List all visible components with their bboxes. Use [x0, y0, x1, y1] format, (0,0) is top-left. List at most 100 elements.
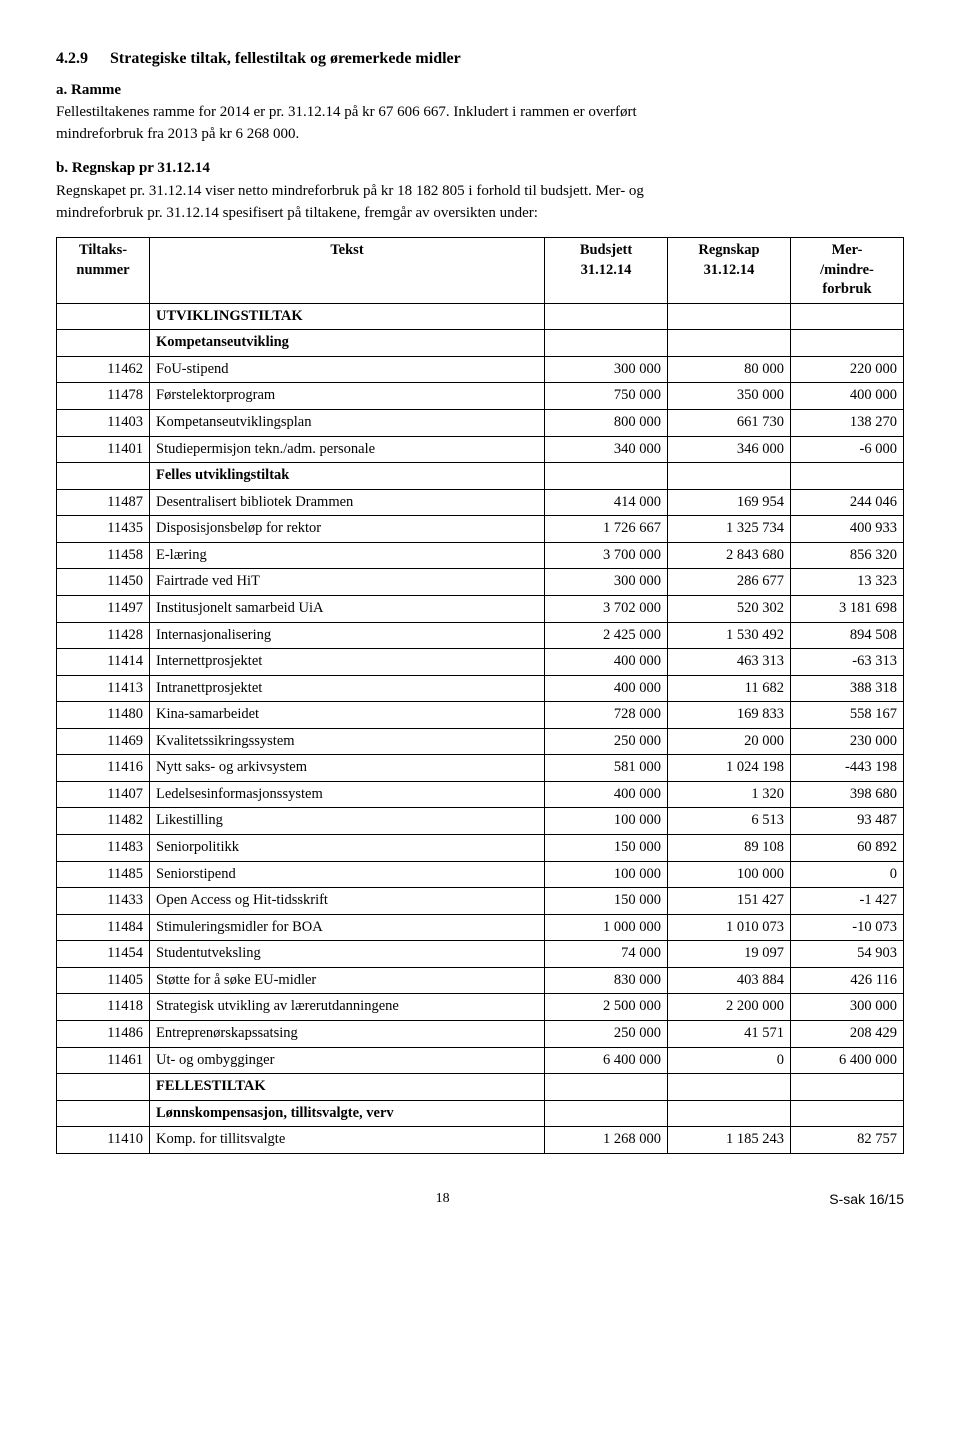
cell-budsjett: 74 000 — [545, 941, 668, 968]
cell-regnskap: 1 530 492 — [668, 622, 791, 649]
table-row: 11454Studentutveksling74 00019 09754 903 — [57, 941, 904, 968]
cell-code: 11407 — [57, 781, 150, 808]
col-regnskap: Regnskap31.12.14 — [668, 238, 791, 304]
cell-tekst: Førstelektorprogram — [150, 383, 545, 410]
cell-code: 11480 — [57, 702, 150, 729]
cell-tekst: Studiepermisjon tekn./adm. personale — [150, 436, 545, 463]
cell-code: 11487 — [57, 489, 150, 516]
cell-code: 11433 — [57, 888, 150, 915]
cell-mer: 208 429 — [791, 1020, 904, 1047]
table-row: 11487Desentralisert bibliotek Drammen414… — [57, 489, 904, 516]
cell-regnskap: 6 513 — [668, 808, 791, 835]
cell-mer: 138 270 — [791, 410, 904, 437]
cell-mer — [791, 463, 904, 490]
section-heading: 4.2.9Strategiske tiltak, fellestiltak og… — [56, 48, 904, 70]
cell-tekst: Komp. for tillitsvalgte — [150, 1127, 545, 1154]
table-row: 11461Ut- og ombygginger6 400 00006 400 0… — [57, 1047, 904, 1074]
cell-mer: 398 680 — [791, 781, 904, 808]
page-number: 18 — [436, 1190, 450, 1209]
cell-budsjett: 1 000 000 — [545, 914, 668, 941]
cell-tekst: Desentralisert bibliotek Drammen — [150, 489, 545, 516]
part-a-line1: Fellestiltakenes ramme for 2014 er pr. 3… — [56, 102, 904, 122]
cell-tekst: Internettprosjektet — [150, 649, 545, 676]
table-row: 11407Ledelsesinformasjonssystem400 0001 … — [57, 781, 904, 808]
cell-regnskap — [668, 463, 791, 490]
cell-tekst: Ut- og ombygginger — [150, 1047, 545, 1074]
cell-budsjett: 1 268 000 — [545, 1127, 668, 1154]
cell-regnskap: 1 185 243 — [668, 1127, 791, 1154]
part-a-block: a. Ramme Fellestiltakenes ramme for 2014… — [56, 80, 904, 145]
table-row: 11497Institusjonelt samarbeid UiA3 702 0… — [57, 595, 904, 622]
table-row: 11483Seniorpolitikk150 00089 10860 892 — [57, 835, 904, 862]
cell-tekst: Kompetanseutviklingsplan — [150, 410, 545, 437]
table-row: FELLESTILTAK — [57, 1074, 904, 1101]
table-row: 11428Internasjonalisering2 425 0001 530 … — [57, 622, 904, 649]
table-row: 11433Open Access og Hit-tidsskrift150 00… — [57, 888, 904, 915]
cell-regnskap: 19 097 — [668, 941, 791, 968]
cell-mer: 60 892 — [791, 835, 904, 862]
cell-mer: 426 116 — [791, 967, 904, 994]
table-row: 11416Nytt saks- og arkivsystem581 0001 0… — [57, 755, 904, 782]
cell-code: 11403 — [57, 410, 150, 437]
cell-mer: -10 073 — [791, 914, 904, 941]
table-row: 11486Entreprenørskapssatsing250 00041 57… — [57, 1020, 904, 1047]
cell-tekst: Støtte for å søke EU-midler — [150, 967, 545, 994]
table-row: Kompetanseutvikling — [57, 330, 904, 357]
cell-budsjett: 800 000 — [545, 410, 668, 437]
cell-tekst: Kompetanseutvikling — [150, 330, 545, 357]
cell-code — [57, 303, 150, 330]
cell-mer: 856 320 — [791, 542, 904, 569]
cell-code: 11497 — [57, 595, 150, 622]
cell-regnskap: 463 313 — [668, 649, 791, 676]
cell-tekst: Studentutveksling — [150, 941, 545, 968]
table-row: 11403Kompetanseutviklingsplan800 000661 … — [57, 410, 904, 437]
cell-mer: 13 323 — [791, 569, 904, 596]
cell-tekst: Open Access og Hit-tidsskrift — [150, 888, 545, 915]
cell-code: 11435 — [57, 516, 150, 543]
cell-mer: 6 400 000 — [791, 1047, 904, 1074]
cell-regnskap: 100 000 — [668, 861, 791, 888]
cell-regnskap: 1 024 198 — [668, 755, 791, 782]
cell-budsjett: 250 000 — [545, 1020, 668, 1047]
cell-tekst: Lønnskompensasjon, tillitsvalgte, verv — [150, 1100, 545, 1127]
col-budsjett: Budsjett31.12.14 — [545, 238, 668, 304]
cell-tekst: E-læring — [150, 542, 545, 569]
cell-tekst: Stimuleringsmidler for BOA — [150, 914, 545, 941]
table-row: 11462FoU-stipend300 00080 000220 000 — [57, 356, 904, 383]
cell-budsjett: 3 700 000 — [545, 542, 668, 569]
cell-tekst: Seniorstipend — [150, 861, 545, 888]
cell-budsjett — [545, 330, 668, 357]
cell-regnskap — [668, 1100, 791, 1127]
cell-tekst: UTVIKLINGSTILTAK — [150, 303, 545, 330]
cell-mer — [791, 1100, 904, 1127]
table-row: 11414Internettprosjektet400 000463 313-6… — [57, 649, 904, 676]
table-row: 11485Seniorstipend100 000100 0000 — [57, 861, 904, 888]
cell-code: 11458 — [57, 542, 150, 569]
cell-tekst: Entreprenørskapssatsing — [150, 1020, 545, 1047]
cell-mer: -6 000 — [791, 436, 904, 463]
table-row: 11480Kina-samarbeidet728 000169 833558 1… — [57, 702, 904, 729]
table-row: 11418Strategisk utvikling av lærerutdann… — [57, 994, 904, 1021]
cell-budsjett: 300 000 — [545, 356, 668, 383]
cell-regnskap: 286 677 — [668, 569, 791, 596]
cell-code: 11405 — [57, 967, 150, 994]
cell-tekst: Likestilling — [150, 808, 545, 835]
col-mer-mindre: Mer-/mindre-forbruk — [791, 238, 904, 304]
cell-code: 11450 — [57, 569, 150, 596]
page-footer: 18 S-sak 16/15 — [56, 1190, 904, 1209]
cell-tekst: Nytt saks- og arkivsystem — [150, 755, 545, 782]
col-tiltaksnummer: Tiltaks-nummer — [57, 238, 150, 304]
table-row: 11484Stimuleringsmidler for BOA1 000 000… — [57, 914, 904, 941]
cell-regnskap: 350 000 — [668, 383, 791, 410]
cell-regnskap: 346 000 — [668, 436, 791, 463]
cell-mer: 54 903 — [791, 941, 904, 968]
cell-regnskap — [668, 303, 791, 330]
cell-mer: 558 167 — [791, 702, 904, 729]
cell-code — [57, 330, 150, 357]
cell-tekst: Felles utviklingstiltak — [150, 463, 545, 490]
cell-tekst: Internasjonalisering — [150, 622, 545, 649]
cell-mer — [791, 330, 904, 357]
cell-tekst: Ledelsesinformasjonssystem — [150, 781, 545, 808]
cell-regnskap: 0 — [668, 1047, 791, 1074]
cell-regnskap: 520 302 — [668, 595, 791, 622]
